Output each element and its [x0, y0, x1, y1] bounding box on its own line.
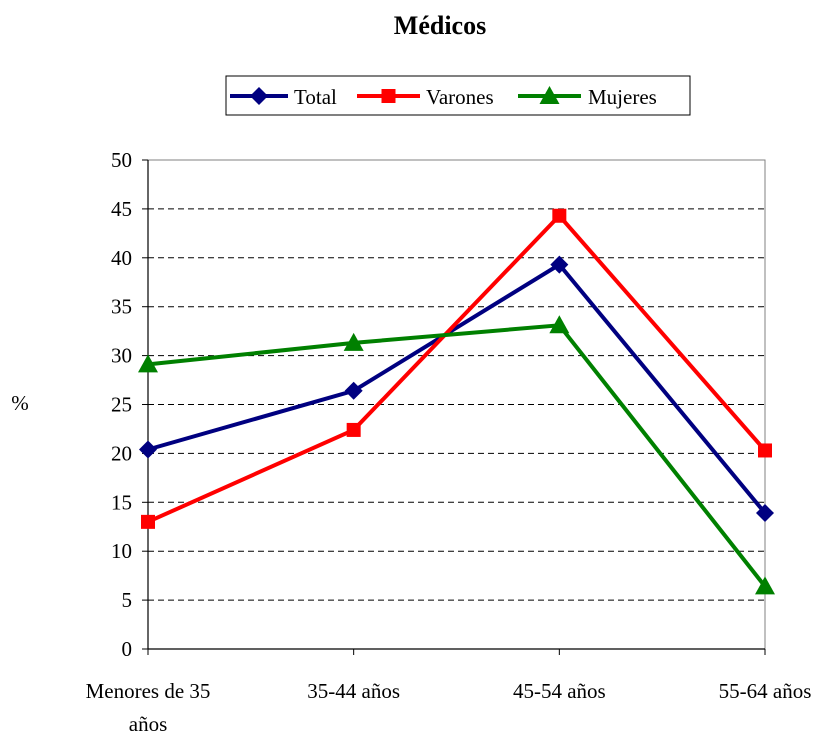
y-tick-label: 10	[111, 539, 132, 563]
series-line-varones	[147, 212, 767, 524]
legend-marker-mujeres	[539, 86, 560, 104]
y-tick-label: 50	[111, 148, 132, 172]
data-point-mujeres	[549, 315, 570, 334]
y-tick-label: 45	[111, 197, 132, 221]
legend-label-mujeres: Mujeres	[588, 85, 657, 109]
y-tick-label: 30	[111, 344, 132, 368]
data-point-mujeres	[755, 576, 775, 595]
x-ticks: Menores de 35 años 35-44 años 45-54 años 55-…	[86, 649, 812, 735]
x-tick-label: años	[129, 712, 168, 735]
data-point-varones	[346, 422, 361, 437]
data-point-total	[756, 504, 774, 523]
data-point-total	[139, 440, 157, 459]
y-ticks: 0 5 10 15 20 25 30 35 40 45 50	[111, 148, 148, 661]
legend-label-total: Total	[294, 85, 337, 109]
y-axis-label: %	[11, 391, 29, 415]
data-point-varones	[552, 208, 567, 223]
x-tick-label: 55-64 años	[719, 679, 812, 703]
data-point-mujeres	[343, 332, 364, 351]
data-point-mujeres	[138, 354, 158, 373]
y-tick-label: 15	[111, 490, 132, 514]
data-point-varones	[141, 514, 155, 529]
legend-box	[225, 75, 691, 116]
y-tick-label: 20	[111, 441, 132, 465]
series-line-mujeres	[147, 323, 767, 588]
x-tick-label: 35-44 años	[307, 679, 400, 703]
series-line-total	[147, 262, 767, 515]
y-tick-label: 5	[122, 588, 133, 612]
data-point-varones	[758, 443, 772, 458]
x-tick-label: Menores de 35	[86, 679, 211, 703]
series-layer	[138, 208, 775, 595]
y-tick-label: 40	[111, 246, 132, 270]
legend-marker-varones	[381, 89, 396, 103]
y-tick-label: 25	[111, 393, 132, 417]
grid	[148, 208, 765, 601]
data-point-total	[550, 255, 569, 274]
legend-label-varones: Varones	[426, 85, 494, 109]
chart-title: Médicos	[394, 11, 486, 40]
y-tick-label: 35	[111, 295, 132, 319]
y-tick-label: 0	[122, 637, 133, 661]
legend: Total Varones Mujeres	[225, 75, 691, 116]
data-point-total	[344, 381, 363, 400]
x-tick-label: 45-54 años	[513, 679, 606, 703]
legend-marker-total	[250, 87, 268, 105]
